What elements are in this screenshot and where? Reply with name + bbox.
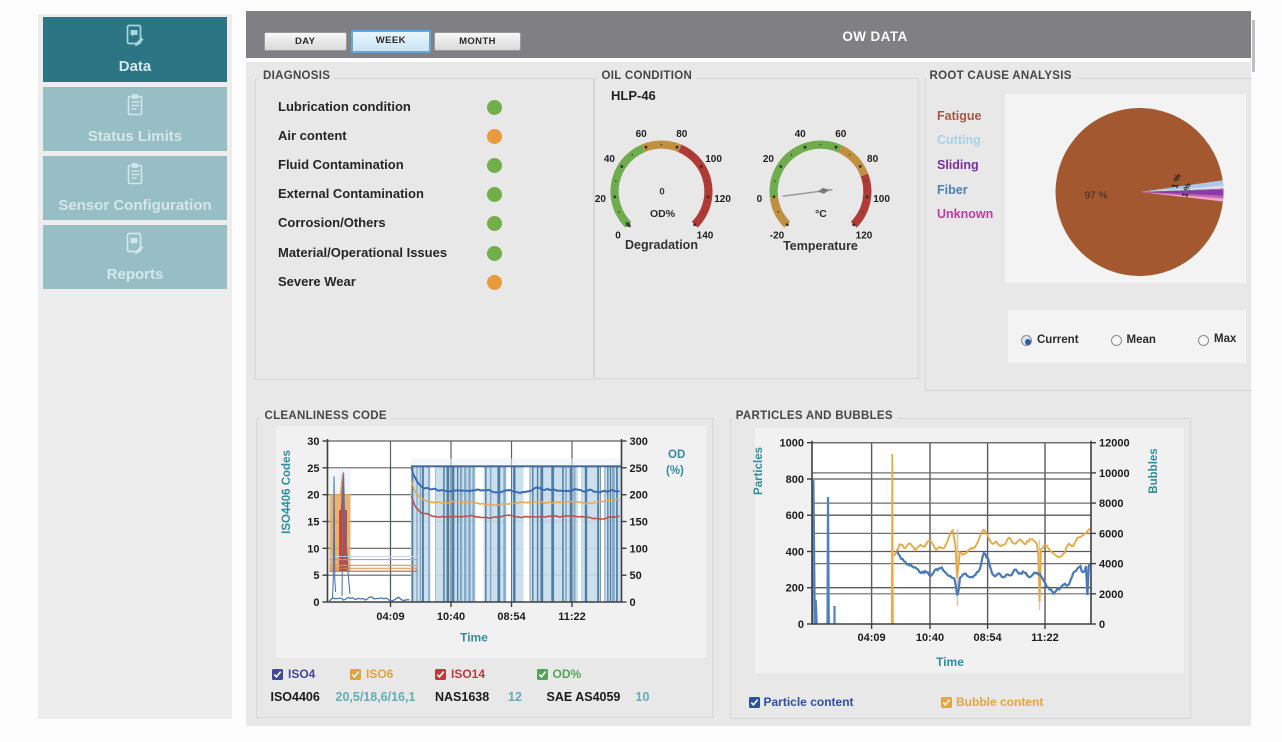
svg-text:Temperature: Temperature — [783, 239, 858, 253]
svg-text:0: 0 — [659, 187, 664, 198]
svg-text:Time: Time — [460, 631, 488, 645]
svg-text:140: 140 — [697, 230, 714, 241]
svg-text:04:09: 04:09 — [858, 632, 886, 644]
svg-text:50: 50 — [630, 570, 642, 582]
svg-text:60: 60 — [636, 129, 648, 140]
svg-text:1 %: 1 % — [1179, 181, 1193, 198]
svg-text:0: 0 — [615, 230, 621, 241]
svg-text:4000: 4000 — [1099, 559, 1123, 571]
svg-text:OD: OD — [668, 449, 685, 461]
svg-text:-20: -20 — [770, 230, 785, 241]
svg-text:120: 120 — [714, 194, 731, 205]
svg-text:100: 100 — [705, 154, 722, 165]
svg-text:400: 400 — [786, 547, 804, 559]
svg-text:8000: 8000 — [1099, 498, 1123, 510]
svg-text:6000: 6000 — [1099, 528, 1123, 540]
svg-text:20: 20 — [595, 194, 607, 205]
svg-text:08:54: 08:54 — [497, 611, 526, 623]
svg-text:150: 150 — [630, 517, 648, 529]
svg-text:100: 100 — [873, 194, 890, 205]
svg-text:1 %: 1 % — [1169, 172, 1183, 189]
svg-text:(%): (%) — [666, 465, 684, 477]
svg-text:10:40: 10:40 — [437, 611, 465, 623]
svg-text:Time: Time — [936, 655, 964, 669]
svg-text:20: 20 — [763, 154, 775, 165]
svg-text:40: 40 — [604, 154, 616, 165]
svg-text:30: 30 — [307, 436, 319, 448]
svg-text:800: 800 — [786, 474, 804, 486]
svg-text:60: 60 — [835, 129, 847, 140]
svg-text:04:09: 04:09 — [376, 611, 404, 623]
svg-text:08:54: 08:54 — [974, 632, 1003, 644]
svg-text:12000: 12000 — [1099, 438, 1130, 450]
svg-text:80: 80 — [867, 154, 879, 165]
svg-text:600: 600 — [786, 510, 804, 522]
svg-text:250: 250 — [630, 463, 648, 475]
svg-text:0: 0 — [1099, 619, 1105, 631]
svg-text:200: 200 — [630, 490, 648, 502]
svg-text:10:40: 10:40 — [916, 632, 944, 644]
svg-text:2000: 2000 — [1099, 589, 1123, 601]
svg-text:0: 0 — [630, 597, 636, 609]
svg-text:1000: 1000 — [780, 438, 804, 450]
svg-text:15: 15 — [307, 517, 319, 529]
svg-text:11:22: 11:22 — [1031, 632, 1059, 644]
svg-text:0: 0 — [798, 619, 804, 631]
svg-text:10000: 10000 — [1099, 468, 1130, 480]
svg-text:97 %: 97 % — [1085, 191, 1108, 202]
svg-text:°C: °C — [815, 208, 827, 220]
svg-text:11:22: 11:22 — [558, 611, 586, 623]
svg-text:OD%: OD% — [650, 208, 676, 220]
svg-text:Degradation: Degradation — [625, 238, 698, 252]
svg-text:80: 80 — [676, 129, 688, 140]
svg-text:20: 20 — [307, 490, 319, 502]
svg-text:0: 0 — [313, 597, 319, 609]
svg-text:0: 0 — [757, 194, 763, 205]
svg-text:200: 200 — [786, 583, 804, 595]
svg-text:Bubbles: Bubbles — [1148, 448, 1160, 493]
svg-text:ISO4406 Codes: ISO4406 Codes — [281, 450, 293, 534]
svg-text:100: 100 — [630, 543, 648, 555]
svg-text:40: 40 — [795, 129, 807, 140]
svg-text:300: 300 — [630, 436, 648, 448]
svg-text:10: 10 — [307, 543, 319, 555]
svg-text:Particles: Particles — [753, 447, 765, 495]
svg-text:120: 120 — [856, 230, 873, 241]
svg-text:25: 25 — [307, 463, 319, 475]
svg-text:5: 5 — [313, 570, 319, 582]
